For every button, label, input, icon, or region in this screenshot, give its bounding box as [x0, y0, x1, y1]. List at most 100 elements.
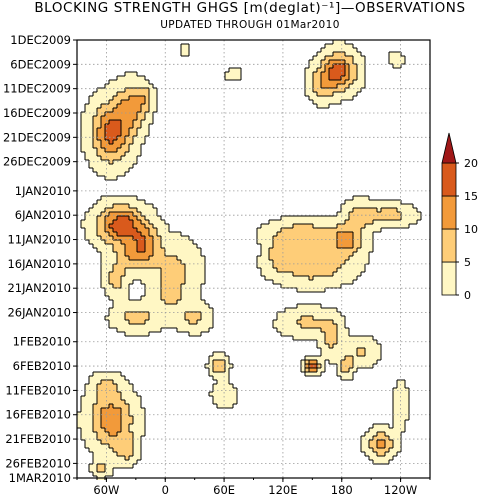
contour-cell [413, 212, 417, 216]
contour-cell [289, 332, 293, 336]
contour-cell [193, 288, 197, 292]
contour-cell [145, 128, 149, 132]
contour-cell [157, 252, 161, 256]
contour-cell [97, 396, 101, 400]
contour-cell [345, 84, 349, 88]
contour-cell [301, 320, 305, 324]
contour-cell [117, 460, 121, 464]
contour-cell [89, 104, 93, 108]
contour-cell [97, 220, 101, 224]
contour-cell [305, 228, 309, 232]
contour-cell [105, 260, 109, 264]
contour-cell [113, 444, 117, 448]
contour-cell [193, 272, 197, 276]
colorbar-segment [441, 261, 457, 296]
contour-cell [129, 224, 133, 228]
contour-cell [341, 56, 345, 60]
contour-cell [309, 312, 313, 316]
contour-cell [89, 108, 93, 112]
contour-cell [401, 408, 405, 412]
contour-cell [181, 44, 185, 48]
contour-cell [129, 384, 133, 388]
contour-cell [325, 52, 329, 56]
contour-cell [133, 304, 137, 308]
contour-cell [93, 444, 97, 448]
contour-cell [377, 228, 381, 232]
contour-cell [109, 164, 113, 168]
contour-cell [173, 284, 177, 288]
contour-cell [317, 372, 321, 376]
contour-cell [145, 120, 149, 124]
contour-cell [133, 244, 137, 248]
contour-cell [89, 216, 93, 220]
contour-cell [349, 264, 353, 268]
contour-cell [277, 224, 281, 228]
contour-cell [289, 308, 293, 312]
contour-cell [385, 452, 389, 456]
contour-cell [173, 232, 177, 236]
contour-cell [113, 160, 117, 164]
contour-cell [353, 84, 357, 88]
contour-cell [141, 124, 145, 128]
contour-cell [297, 244, 301, 248]
contour-cell [405, 416, 409, 420]
contour-cell [121, 232, 125, 236]
contour-cell [361, 440, 365, 444]
contour-cell [325, 256, 329, 260]
contour-cell [101, 256, 105, 260]
contour-cell [145, 308, 149, 312]
contour-cell [273, 256, 277, 260]
contour-cell [185, 244, 189, 248]
contour-cell [397, 444, 401, 448]
contour-cell [305, 304, 309, 308]
contour-cell [321, 344, 325, 348]
contour-cell [193, 268, 197, 272]
contour-cell [81, 140, 85, 144]
contour-cell [221, 384, 225, 388]
contour-cell [89, 128, 93, 132]
contour-cell [401, 224, 405, 228]
contour-cell [349, 248, 353, 252]
contour-cell [341, 68, 345, 72]
contour-cell [105, 424, 109, 428]
contour-cell [373, 460, 377, 464]
contour-cell [229, 76, 233, 80]
contour-cell [149, 252, 153, 256]
contour-cell [125, 88, 129, 92]
contour-cell [121, 112, 125, 116]
contour-cell [321, 72, 325, 76]
contour-cell [145, 256, 149, 260]
contour-cell [137, 436, 141, 440]
contour-cell [125, 332, 129, 336]
contour-cell [141, 88, 145, 92]
contour-cell [269, 252, 273, 256]
contour-cell [365, 344, 369, 348]
contour-cell [113, 272, 117, 276]
contour-cell [89, 208, 93, 212]
contour-cell [129, 416, 133, 420]
contour-cell [97, 408, 101, 412]
contour-cell [117, 264, 121, 268]
contour-cell [353, 60, 357, 64]
contour-cell [101, 440, 105, 444]
contour-cell [89, 164, 93, 168]
contour-cell [257, 260, 261, 264]
contour-cell [173, 236, 177, 240]
contour-cell [113, 384, 117, 388]
contour-cell [137, 208, 141, 212]
contour-cell [361, 248, 365, 252]
contour-cell [173, 268, 177, 272]
contour-cell [149, 292, 153, 296]
contour-cell [349, 56, 353, 60]
contour-cell [353, 48, 357, 52]
contour-cell [189, 304, 193, 308]
contour-cell [189, 316, 193, 320]
contour-cell [345, 200, 349, 204]
contour-cell [121, 392, 125, 396]
contour-cell [125, 96, 129, 100]
contour-cell [309, 216, 313, 220]
contour-cell [361, 344, 365, 348]
contour-cell [133, 208, 137, 212]
contour-cell [357, 72, 361, 76]
contour-cell [133, 148, 137, 152]
